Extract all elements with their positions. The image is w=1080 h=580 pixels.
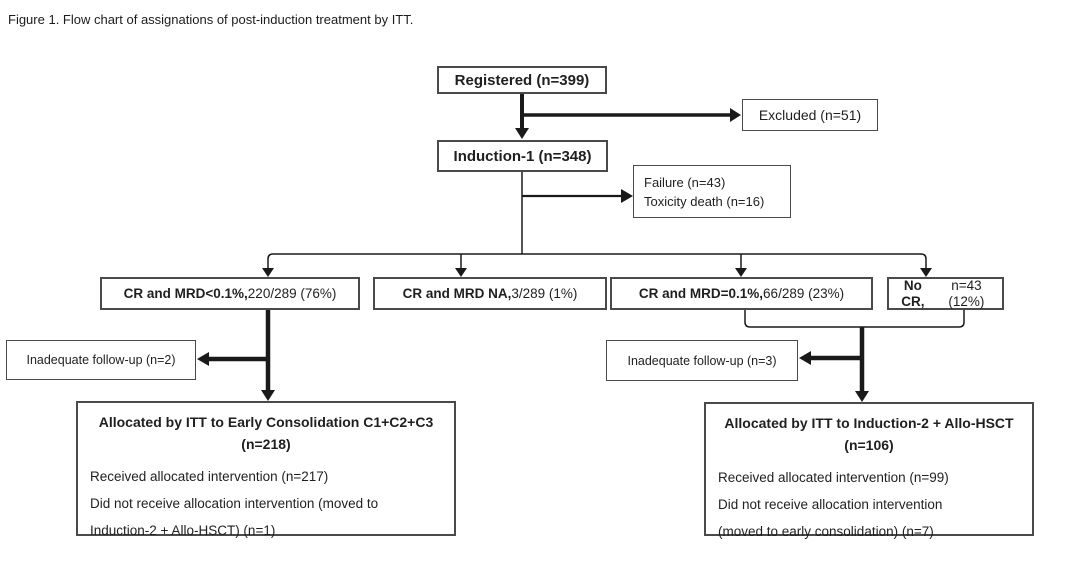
node-registered: Registered (n=399): [437, 66, 607, 94]
node-no-cr: No CR, n=43 (12%): [887, 277, 1004, 310]
node-excluded: Excluded (n=51): [742, 99, 878, 131]
allocated-induction2-title: Allocated by ITT to Induction-2 + Allo-H…: [724, 415, 1014, 453]
arrow-mrdlt-to-allocleft: [261, 310, 275, 401]
allocated-induction2-body: Received allocated intervention (n=99) D…: [718, 470, 949, 539]
node-allocated-consolidation: Allocated by ITT to Early Consolidation …: [76, 401, 456, 538]
allocated-consolidation-title: Allocated by ITT to Early Consolidation …: [98, 414, 434, 452]
branch-bar-outcomes: [262, 253, 932, 277]
arrow-to-failure: [522, 189, 633, 203]
node-no-cr-bold: No CR,: [901, 277, 925, 309]
figure-caption: Figure 1. Flow chart of assignations of …: [8, 12, 414, 27]
arrow-to-inadequate-right: [799, 351, 862, 365]
arrow-to-inadequate-left: [197, 352, 268, 366]
node-cr-mrd-lt-rest: 220/289 (76%): [247, 285, 337, 301]
node-inadequate-followup-left: Inadequate follow-up (n=2): [6, 340, 196, 380]
node-no-cr-rest: n=43 (12%): [948, 277, 985, 309]
arrow-registered-to-induction1: [515, 94, 529, 139]
node-cr-mrd-na-bold: CR and MRD NA,: [402, 285, 512, 301]
allocated-consolidation-body: Received allocated intervention (n=217) …: [90, 469, 379, 538]
node-cr-mrd-eq: CR and MRD=0.1%, 66/289 (23%): [610, 277, 873, 310]
arrow-bracket-to-allocright: [855, 327, 869, 402]
arrow-to-excluded: [522, 108, 741, 122]
node-cr-mrd-na-rest: 3/289 (1%): [511, 285, 578, 301]
node-cr-mrd-eq-rest: 66/289 (23%): [763, 285, 845, 301]
node-cr-mrd-lt: CR and MRD<0.1%, 220/289 (76%): [100, 277, 360, 310]
node-cr-mrd-lt-bold: CR and MRD<0.1%,: [123, 285, 248, 301]
node-cr-mrd-eq-bold: CR and MRD=0.1%,: [638, 285, 764, 301]
node-allocated-induction2-hsct: Allocated by ITT to Induction-2 + Allo-H…: [704, 402, 1034, 539]
node-inadequate-followup-right: Inadequate follow-up (n=3): [606, 340, 798, 381]
node-cr-mrd-na: CR and MRD NA, 3/289 (1%): [373, 277, 607, 310]
bracket-mrdeq-nocr: [744, 310, 965, 328]
node-induction1: Induction-1 (n=348): [437, 140, 608, 172]
node-failure-toxicity: Failure (n=43) Toxicity death (n=16): [633, 165, 791, 218]
